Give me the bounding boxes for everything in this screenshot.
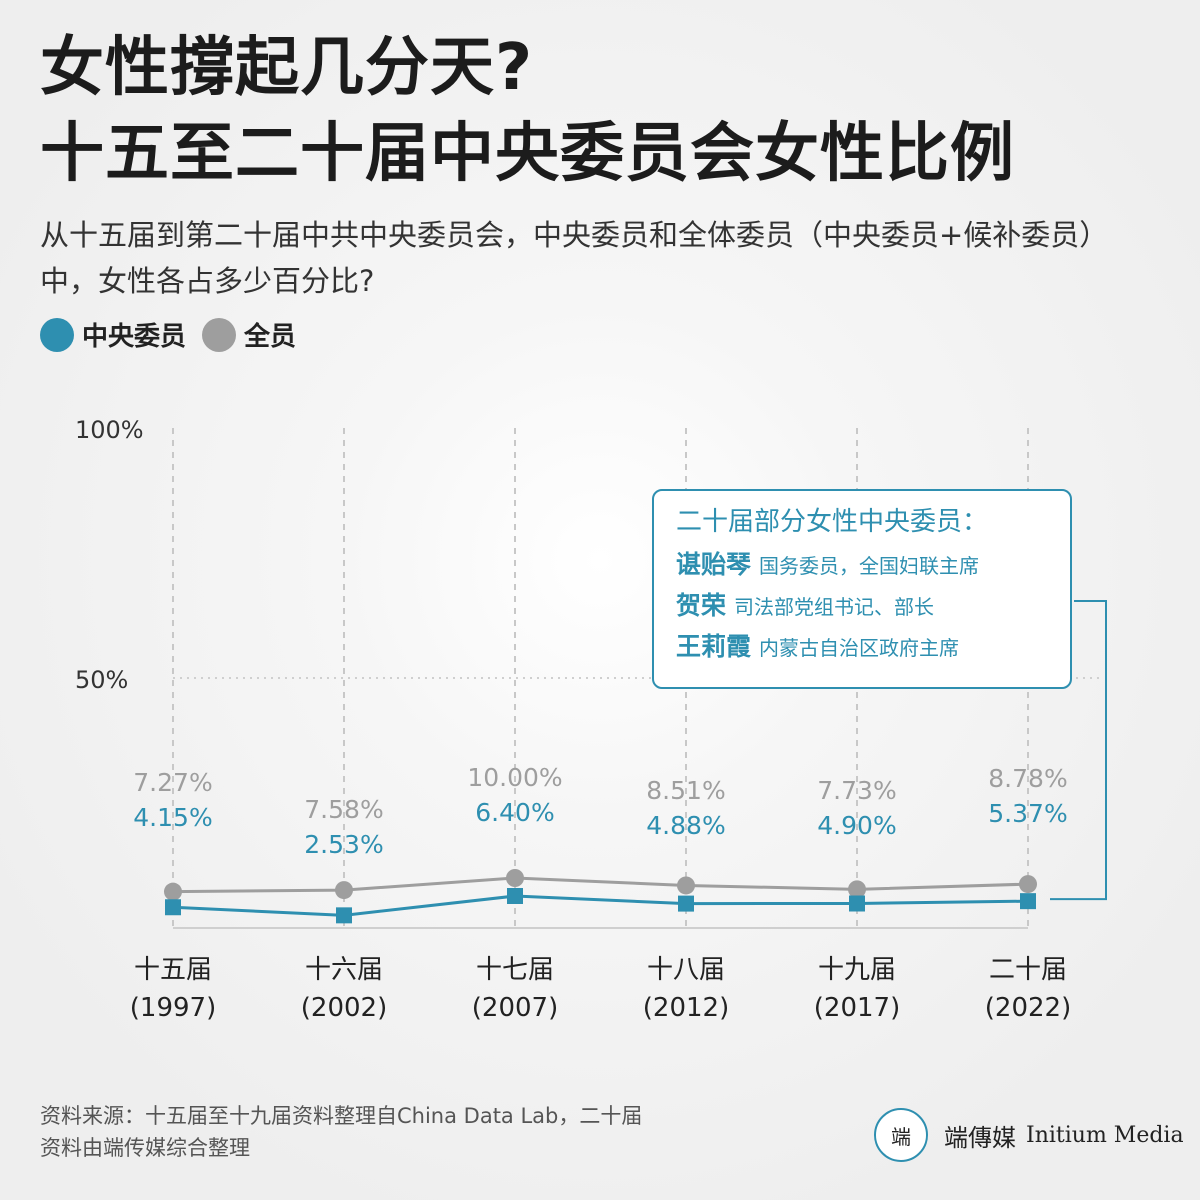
point-marker-all xyxy=(164,882,182,901)
x-year-label: (1997) xyxy=(130,993,216,1023)
data-label-central: 2.53% xyxy=(304,830,383,859)
page-title-line1: 女性撐起几分天? xyxy=(40,31,534,105)
series-line xyxy=(172,894,1029,917)
person-name: 贺荣 xyxy=(676,591,727,620)
data-label-central: 5.37% xyxy=(988,799,1067,828)
point-marker-central xyxy=(1020,893,1036,910)
data-label-central: 4.15% xyxy=(133,803,212,832)
legend-item-all: 全员 xyxy=(202,316,296,353)
callout-person: 王莉霞 内蒙古自治区政府主席 xyxy=(676,627,1048,668)
source-note: 资料来源：十五届至十九届资料整理自China Data Lab，二十届 资料由端… xyxy=(40,1100,740,1164)
x-category-label: 十六届 xyxy=(305,955,383,985)
y-tick-label: 100% xyxy=(75,416,144,444)
person-role: 国务委员，全国妇联主席 xyxy=(759,554,980,578)
person-role: 司法部党组书记、部长 xyxy=(734,595,935,619)
callout-connector xyxy=(1050,600,1107,901)
x-category-label: 二十届 xyxy=(989,955,1067,985)
point-marker-central xyxy=(165,899,181,916)
point-marker-all xyxy=(335,881,353,900)
page-title-line2: 十五至二十届中央委员会女性比例 xyxy=(40,117,1015,191)
data-label-all: 8.51% xyxy=(646,776,725,805)
x-year-label: (2022) xyxy=(985,993,1071,1023)
callout-person: 谌贻琴 国务委员，全国妇联主席 xyxy=(676,545,1048,586)
data-label-all: 7.27% xyxy=(133,768,212,797)
legend-label-all: 全员 xyxy=(244,322,297,352)
point-marker-all xyxy=(506,869,524,887)
point-marker-central xyxy=(507,888,523,904)
data-label-central: 6.40% xyxy=(475,798,554,827)
x-year-label: (2007) xyxy=(472,993,558,1023)
x-year-label: (2017) xyxy=(814,993,900,1023)
callout-heading: 二十届部分女性中央委员： xyxy=(676,507,989,537)
x-category-label: 十七届 xyxy=(476,955,554,985)
brand: 端 端傳媒 Initium Media xyxy=(874,1108,1184,1162)
x-year-label: (2012) xyxy=(643,993,729,1023)
x-category-label: 十五届 xyxy=(134,955,212,985)
legend: 中央委员 全员 xyxy=(40,316,312,353)
data-label-all: 8.78% xyxy=(988,764,1067,793)
axis-layer: 100% 50% 十五届 (1997) 十六届 (2002) 十七届 (2007) 十八届 (20… xyxy=(75,416,1071,1023)
person-role: 内蒙古自治区政府主席 xyxy=(759,636,960,660)
data-label-all: 7.58% xyxy=(304,795,383,824)
legend-item-central: 中央委员 xyxy=(40,316,186,353)
grid-layer xyxy=(172,428,1100,929)
person-name: 王莉霞 xyxy=(676,632,752,661)
brand-name-cn: 端傳媒 xyxy=(944,1123,1016,1152)
marker-layer xyxy=(164,869,1037,924)
legend-swatch-all xyxy=(202,317,237,352)
series-line xyxy=(172,876,1029,894)
legend-label-central: 中央委员 xyxy=(82,322,187,352)
data-label-central: 4.88% xyxy=(646,811,725,840)
legend-swatch-central xyxy=(40,317,74,352)
x-category-label: 十九届 xyxy=(818,955,896,985)
point-marker-all xyxy=(848,880,866,899)
x-year-label: (2002) xyxy=(301,993,387,1023)
data-label-all: 7.73% xyxy=(817,776,896,805)
source-line-1: 资料来源：十五届至十九届资料整理自China Data Lab，二十届 xyxy=(40,1104,643,1128)
brand-logo-icon: 端 xyxy=(874,1108,928,1162)
line-layer xyxy=(172,876,1029,917)
person-name: 谌贻琴 xyxy=(676,550,752,579)
source-line-2: 资料由端传媒综合整理 xyxy=(40,1136,250,1160)
data-label-all: 10.00% xyxy=(467,763,562,792)
label-layer: 7.27% 4.15% 7.58% 2.53% 10.00% 6.40% 8.51% 4.88… xyxy=(133,763,1067,859)
callout-person: 贺荣 司法部党组书记、部长 xyxy=(676,586,1048,627)
data-label-central: 4.90% xyxy=(817,811,896,840)
point-marker-all xyxy=(677,876,695,895)
page-subtitle: 从十五届到第二十届中共中央委员会，中央委员和全体委员（中央委员+候补委员）中，女… xyxy=(40,218,1109,298)
y-tick-label: 50% xyxy=(75,666,128,694)
point-marker-central xyxy=(678,895,694,912)
x-category-label: 十八届 xyxy=(647,955,725,985)
brand-name-en: Initium Media xyxy=(1026,1122,1184,1148)
point-marker-central xyxy=(849,895,865,912)
callout-box: 二十届部分女性中央委员： 谌贻琴 国务委员，全国妇联主席 贺荣 司法部党组书记、… xyxy=(652,489,1072,689)
point-marker-all xyxy=(1019,875,1037,894)
point-marker-central xyxy=(336,907,352,924)
callout-bracket xyxy=(1050,600,1107,901)
